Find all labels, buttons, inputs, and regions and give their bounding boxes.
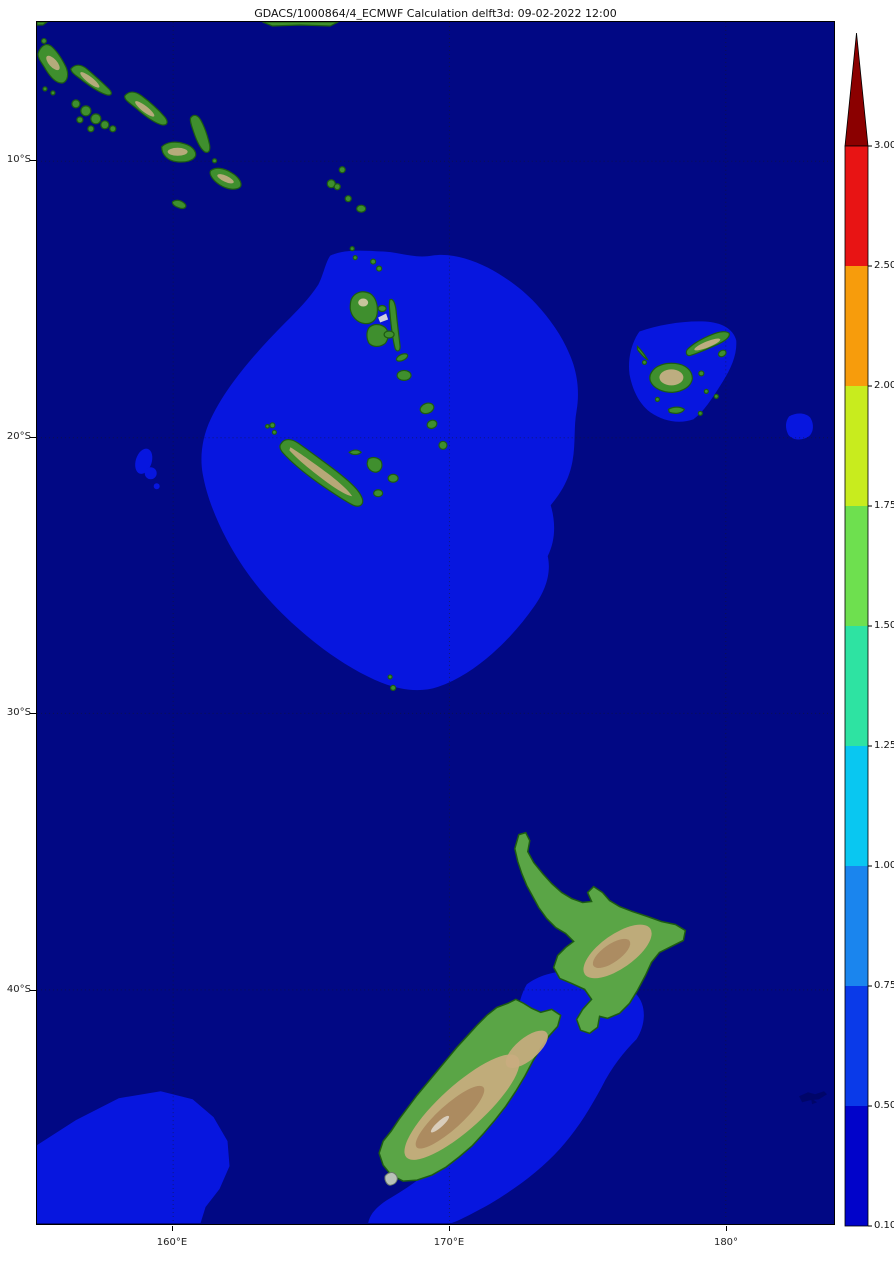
- colorbar-label-300: 3.00: [874, 140, 894, 151]
- lat-label-10s: 10°S: [6, 154, 31, 165]
- map-plot-area[interactable]: [36, 21, 835, 1225]
- new-zealand: [378, 831, 687, 1186]
- colorbar-label-250: 2.50: [874, 260, 894, 271]
- colorbar-segment: [845, 1106, 868, 1226]
- island-stewart: [384, 1172, 398, 1186]
- lat-tickmark: [30, 160, 36, 161]
- lon-tickmark: [449, 1226, 450, 1231]
- colorbar-segment: [845, 506, 868, 626]
- colorbar-label-050: 0.50: [874, 1100, 894, 1111]
- colorbar-segment: [845, 386, 868, 506]
- wave-height-colorbar: [844, 32, 872, 1227]
- island-aoba: [377, 304, 387, 313]
- island-ambrym: [383, 330, 395, 339]
- lon-label-170e: 170°E: [433, 1237, 465, 1248]
- page-title: GDACS/1000864/4_ECMWF Calculation delft3…: [254, 7, 617, 20]
- wave-area-west-patch: [135, 448, 153, 474]
- lat-label-40s: 40°S: [6, 984, 31, 995]
- fiji-terrain-highlights: [659, 338, 721, 386]
- island-efate: [396, 369, 412, 382]
- island-erromango: [419, 402, 435, 415]
- south-island-terrain-brown: [415, 1085, 485, 1149]
- lon-tickmark: [726, 1226, 727, 1231]
- island-rennell: [171, 199, 187, 210]
- island-malaita: [189, 114, 211, 153]
- south-island-snow: [430, 1115, 450, 1133]
- colorbar-segment: [845, 866, 868, 986]
- lat-tickmark: [30, 713, 36, 714]
- colorbar-segment: [845, 986, 868, 1106]
- wave-area-west-patch: [144, 467, 157, 480]
- colorbar-label-075: 0.75: [874, 980, 894, 991]
- north-island-terrain-brown: [592, 938, 631, 969]
- lon-label-180: 180°: [713, 1237, 739, 1248]
- island-lifou: [366, 456, 383, 473]
- vanuatu-terrain-highlights: [358, 298, 389, 323]
- colorbar-segment: [845, 266, 868, 386]
- south-island-terrain: [505, 1030, 548, 1068]
- colorbar-tickmarks: [868, 145, 872, 1227]
- island-north-island: [514, 831, 687, 1035]
- colorbar-segment: [845, 626, 868, 746]
- faint-smudge-mark: [799, 1091, 828, 1105]
- vanuatu-islands: [349, 291, 448, 691]
- island-aneityum: [438, 440, 448, 450]
- lon-label-160e: 160°E: [156, 1237, 188, 1248]
- island-kadavu: [667, 406, 686, 414]
- island-new-georgia-group: [71, 99, 117, 133]
- yasawa-group: [636, 345, 649, 361]
- lat-tickmark: [30, 990, 36, 991]
- lat-tickmark: [30, 437, 36, 438]
- island-epi: [395, 353, 409, 362]
- island-pentecost: [388, 298, 401, 352]
- colorbar-arrow-tip: [844, 32, 869, 147]
- wave-area-east-blob: [785, 413, 813, 440]
- wave-area-main-blob: [201, 250, 578, 691]
- island-matthew: [387, 674, 393, 680]
- solomon-terrain-highlights: [46, 55, 234, 184]
- colorbar-outline: [844, 145, 869, 1227]
- island-hunter: [390, 684, 397, 691]
- colorbar-label-010: 0.10: [874, 1220, 894, 1231]
- lon-tickmark: [172, 1226, 173, 1231]
- lat-label-20s: 20°S: [6, 431, 31, 442]
- new-caledonia-terrain: [289, 447, 353, 497]
- island-isle-of-pines: [373, 489, 384, 498]
- wave-area-west-dot: [153, 483, 160, 490]
- colorbar-label-125: 1.25: [874, 740, 894, 751]
- island-ouvea: [348, 449, 363, 456]
- colorbar-label-100: 1.00: [874, 860, 894, 871]
- island-tanna: [426, 419, 438, 430]
- colorbar-segment: [845, 146, 868, 266]
- island-espiritu-santo: [349, 291, 378, 325]
- colorbar-label-175: 1.75: [874, 500, 894, 511]
- santa-cruz-islands: [326, 166, 383, 272]
- island-taveuni: [717, 349, 727, 358]
- colorbar-segment: [845, 746, 868, 866]
- map-svg: [37, 22, 834, 1224]
- lat-label-30s: 30°S: [6, 707, 31, 718]
- graticule-gridlines: [37, 22, 834, 1224]
- colorbar-label-150: 1.50: [874, 620, 894, 631]
- island-mare: [387, 473, 399, 483]
- wave-area-southwest: [37, 1091, 230, 1224]
- island-malakula: [366, 323, 389, 348]
- colorbar-label-200: 2.00: [874, 380, 894, 391]
